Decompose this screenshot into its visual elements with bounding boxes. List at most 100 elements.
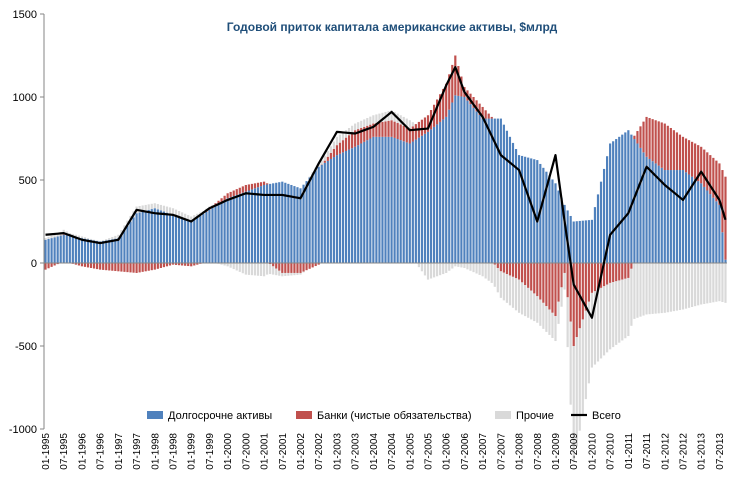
bar-other <box>432 263 436 278</box>
bar-banks <box>402 125 405 142</box>
bar-long-term <box>672 170 675 263</box>
bar-banks <box>514 263 518 279</box>
bar-long-term <box>96 240 99 263</box>
x-tick-label: 07-2009 <box>569 433 580 470</box>
bar-other <box>417 263 420 268</box>
bar-long-term <box>669 170 672 263</box>
bar-other <box>557 301 560 324</box>
bar-long-term <box>660 167 663 263</box>
bar-long-term <box>360 143 363 263</box>
bar-long-term <box>521 155 524 263</box>
bar-long-term <box>675 170 679 263</box>
bar-long-term <box>56 236 59 263</box>
bar-other <box>360 120 363 128</box>
bar-banks <box>241 186 244 193</box>
bar-other <box>460 263 463 268</box>
x-tick-label: 07-1998 <box>169 433 180 470</box>
bar-other <box>226 263 229 267</box>
bar-long-term <box>578 220 581 263</box>
bar-long-term <box>311 173 314 263</box>
bar-other <box>44 238 47 240</box>
bar-other <box>606 284 609 353</box>
bar-banks <box>341 140 345 153</box>
legend-label: Банки (чистые обязательства) <box>317 410 472 422</box>
bar-banks <box>123 263 126 272</box>
bar-banks <box>530 263 533 291</box>
legend-label: Долгосрочне активы <box>168 410 272 422</box>
bar-other <box>596 289 600 362</box>
bar-other <box>341 132 345 141</box>
bar-other <box>266 263 269 275</box>
bar-long-term <box>408 143 411 263</box>
bar-banks <box>293 263 296 273</box>
bar-long-term <box>417 137 420 263</box>
bar-long-term <box>65 235 68 263</box>
bar-banks <box>390 120 393 137</box>
bar-other <box>120 230 123 234</box>
x-tick-label: 07-1997 <box>132 433 143 470</box>
bar-other <box>259 263 263 276</box>
bar-banks <box>472 97 475 108</box>
bar-banks <box>259 182 263 187</box>
bar-other <box>184 213 187 220</box>
bar-banks <box>408 128 411 144</box>
bar-long-term <box>639 147 642 263</box>
bar-other <box>609 282 612 350</box>
bar-banks <box>439 94 442 122</box>
bar-long-term <box>256 187 260 263</box>
bar-long-term <box>654 163 657 263</box>
bar-banks <box>557 263 560 302</box>
bar-long-term <box>74 236 77 263</box>
bar-long-term <box>293 186 296 263</box>
bar-long-term <box>202 213 205 263</box>
bar-other <box>666 263 669 313</box>
bar-long-term <box>317 166 320 263</box>
bar-banks <box>545 263 548 307</box>
bar-banks <box>581 263 584 320</box>
bar-banks <box>445 83 448 117</box>
bar-other <box>411 122 414 127</box>
bar-long-term <box>299 188 302 263</box>
bar-banks <box>290 263 293 273</box>
bar-banks <box>190 263 193 267</box>
bar-banks <box>554 263 557 317</box>
bar-other <box>687 263 691 308</box>
bar-other <box>524 285 527 317</box>
bar-banks <box>262 181 266 185</box>
bar-long-term <box>117 238 120 263</box>
bar-banks <box>645 116 648 157</box>
bar-long-term <box>481 118 484 263</box>
bar-banks <box>642 121 645 153</box>
bar-other <box>114 235 117 239</box>
bar-banks <box>393 121 396 138</box>
bar-banks <box>278 263 281 271</box>
x-tick-label: 01-1996 <box>77 433 88 470</box>
bar-other <box>408 120 411 129</box>
bar-banks <box>311 263 314 268</box>
bar-banks <box>363 126 366 142</box>
bar-other <box>487 263 490 281</box>
bar-banks <box>678 134 682 171</box>
bar-other <box>262 263 266 277</box>
bar-other <box>569 321 572 405</box>
bar-long-term <box>50 238 53 263</box>
bar-long-term <box>542 167 545 263</box>
bar-long-term <box>59 235 62 263</box>
bar-long-term <box>190 221 193 263</box>
bar-banks <box>517 263 521 280</box>
bar-banks <box>584 263 587 311</box>
bar-banks <box>563 263 566 273</box>
bar-banks <box>102 263 105 270</box>
bar-long-term <box>354 146 357 263</box>
bar-other <box>393 111 396 122</box>
bar-banks <box>129 263 132 273</box>
bar-banks <box>351 132 354 149</box>
bar-banks <box>636 131 639 144</box>
bar-long-term <box>451 102 454 263</box>
bar-other <box>187 215 190 221</box>
bar-other <box>420 263 424 272</box>
bar-banks <box>369 124 372 139</box>
bar-other <box>247 263 250 275</box>
bar-banks <box>181 263 184 266</box>
bar-other <box>326 150 329 157</box>
